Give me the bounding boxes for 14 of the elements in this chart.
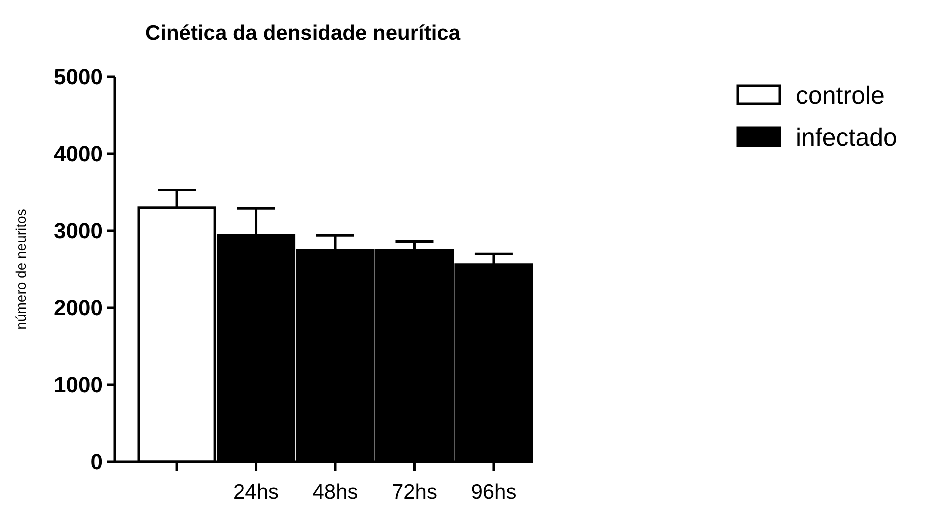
legend-label: controle: [796, 82, 885, 110]
y-tick-label: 5000: [54, 64, 103, 90]
legend-label: infectado: [796, 124, 898, 152]
chart-title: Cinética da densidade neurítica: [145, 22, 461, 45]
x-tick-label: 48hs: [312, 481, 358, 504]
y-tick-label: 1000: [54, 372, 103, 398]
y-tick-label: 0: [90, 450, 103, 475]
x-tick-label: 24hs: [233, 481, 280, 504]
y-tick-label: 3000: [54, 218, 103, 244]
y-axis-title: número de neuritos: [13, 209, 29, 330]
x-tick-label: 72hs: [392, 481, 438, 504]
y-tick-label: 4000: [54, 142, 103, 167]
x-tick-label: 96hs: [471, 481, 517, 504]
y-tick-label: 2000: [54, 296, 103, 321]
